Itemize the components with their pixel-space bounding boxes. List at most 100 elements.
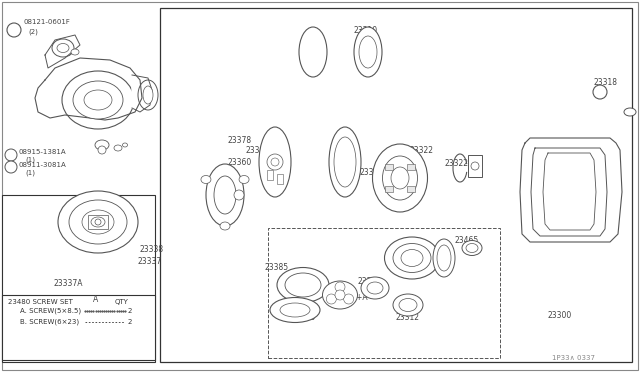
Bar <box>385 186 394 192</box>
Text: 23480 SCREW SET: 23480 SCREW SET <box>8 299 73 305</box>
Text: 23338: 23338 <box>140 246 164 254</box>
Ellipse shape <box>329 127 361 197</box>
Bar <box>88 215 108 229</box>
Ellipse shape <box>62 71 134 129</box>
Polygon shape <box>132 75 152 112</box>
Ellipse shape <box>220 222 230 230</box>
Bar <box>406 164 415 170</box>
Text: A. SCREW(5×8.5): A. SCREW(5×8.5) <box>20 308 81 314</box>
Polygon shape <box>520 138 622 242</box>
Text: 23302: 23302 <box>245 145 269 154</box>
Ellipse shape <box>57 44 69 52</box>
Circle shape <box>593 85 607 99</box>
Ellipse shape <box>367 282 383 294</box>
Text: 08911-3081A: 08911-3081A <box>18 162 66 168</box>
Circle shape <box>344 294 354 304</box>
Ellipse shape <box>201 176 211 183</box>
Text: 23322E: 23322E <box>445 158 474 167</box>
Bar <box>267 170 273 180</box>
Circle shape <box>326 294 337 304</box>
Ellipse shape <box>71 49 79 55</box>
Text: (2): (2) <box>28 29 38 35</box>
Text: 23337A: 23337A <box>53 279 83 288</box>
Text: 23337: 23337 <box>138 257 163 266</box>
Text: B: B <box>598 89 602 95</box>
Text: B: B <box>12 27 17 33</box>
Text: 23378: 23378 <box>228 135 252 144</box>
Circle shape <box>5 161 17 173</box>
Text: 23300: 23300 <box>115 76 140 84</box>
Text: A: A <box>93 295 99 305</box>
Text: W: W <box>8 153 14 157</box>
Text: 23360: 23360 <box>228 157 252 167</box>
Ellipse shape <box>433 239 455 277</box>
Ellipse shape <box>270 298 320 323</box>
Ellipse shape <box>401 250 423 266</box>
Bar <box>385 164 394 170</box>
Ellipse shape <box>214 176 236 214</box>
Text: N: N <box>8 164 13 170</box>
Circle shape <box>95 219 101 225</box>
Circle shape <box>335 282 345 292</box>
Text: 23349: 23349 <box>360 167 384 176</box>
Text: 23300: 23300 <box>548 311 572 320</box>
Polygon shape <box>531 148 607 236</box>
Bar <box>277 174 283 184</box>
Ellipse shape <box>52 39 74 57</box>
Text: 23318: 23318 <box>594 77 618 87</box>
Ellipse shape <box>239 176 249 183</box>
Ellipse shape <box>267 154 283 170</box>
Text: QTY: QTY <box>115 299 129 305</box>
Ellipse shape <box>466 244 478 253</box>
Ellipse shape <box>82 210 114 234</box>
Ellipse shape <box>138 80 158 110</box>
Bar <box>160 8 632 362</box>
Ellipse shape <box>383 156 417 200</box>
Ellipse shape <box>259 127 291 197</box>
Ellipse shape <box>399 298 417 311</box>
Ellipse shape <box>143 86 153 104</box>
Ellipse shape <box>206 164 244 226</box>
Bar <box>406 186 415 192</box>
Bar <box>2 295 155 360</box>
Circle shape <box>98 146 106 154</box>
Bar <box>2 195 155 362</box>
Text: 23360: 23360 <box>358 278 382 286</box>
Text: (1): (1) <box>25 170 35 176</box>
Text: 2: 2 <box>128 319 132 325</box>
Circle shape <box>234 190 244 200</box>
Ellipse shape <box>280 303 310 317</box>
Circle shape <box>471 162 479 170</box>
Text: B. SCREW(6×23): B. SCREW(6×23) <box>20 319 79 325</box>
Ellipse shape <box>354 27 382 77</box>
Bar <box>268 228 500 358</box>
Ellipse shape <box>334 137 356 187</box>
Ellipse shape <box>95 140 109 150</box>
Ellipse shape <box>323 281 358 309</box>
Ellipse shape <box>277 267 329 302</box>
Text: 23354: 23354 <box>397 263 421 273</box>
Ellipse shape <box>437 245 451 271</box>
Ellipse shape <box>114 145 122 151</box>
Ellipse shape <box>84 90 112 110</box>
Text: 23313: 23313 <box>292 314 316 323</box>
Ellipse shape <box>385 237 440 279</box>
Circle shape <box>7 23 21 37</box>
Ellipse shape <box>462 241 482 256</box>
Text: (1): (1) <box>25 157 35 163</box>
Ellipse shape <box>624 108 636 116</box>
Text: 08915-1381A: 08915-1381A <box>18 149 66 155</box>
Text: 23310: 23310 <box>354 26 378 35</box>
Ellipse shape <box>91 217 105 227</box>
Text: 1P33∧ 0337: 1P33∧ 0337 <box>552 355 595 361</box>
Ellipse shape <box>69 200 127 244</box>
Text: 23312+A: 23312+A <box>333 294 369 302</box>
Polygon shape <box>35 58 142 120</box>
Text: 23322: 23322 <box>410 145 434 154</box>
Polygon shape <box>45 35 80 68</box>
Ellipse shape <box>391 167 409 189</box>
Text: 23385: 23385 <box>265 263 289 273</box>
Ellipse shape <box>58 191 138 253</box>
Bar <box>468 155 482 177</box>
Ellipse shape <box>372 144 428 212</box>
